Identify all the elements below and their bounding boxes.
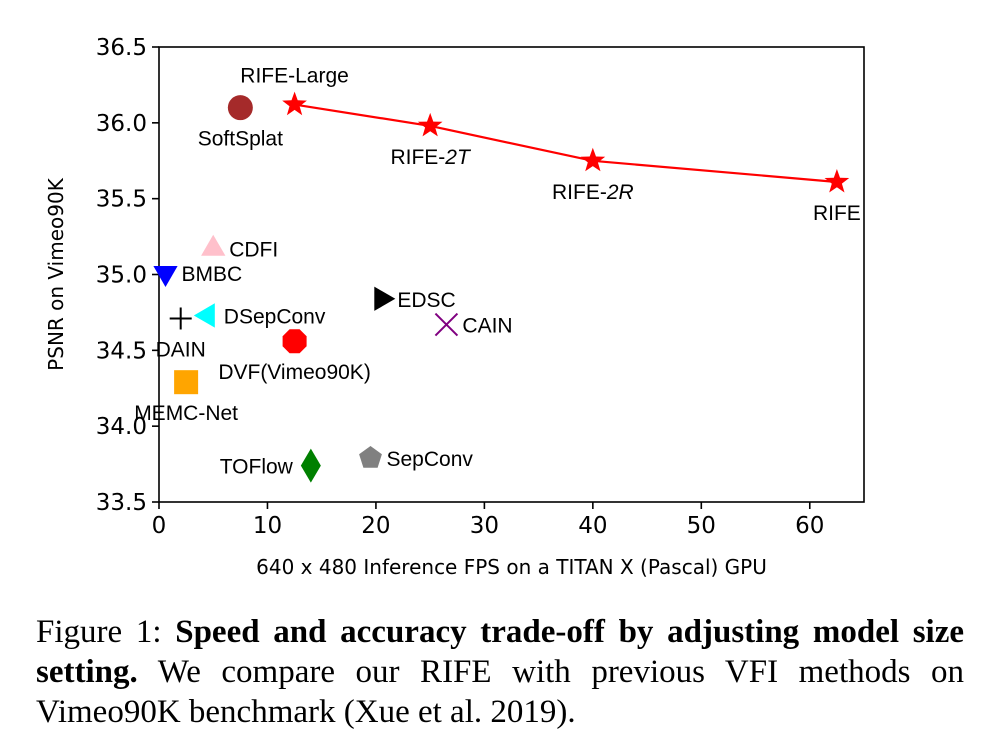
dain-label: DAIN — [156, 338, 206, 361]
softsplat-label: SoftSplat — [198, 128, 283, 151]
x-tick-label: 20 — [361, 513, 390, 539]
toflow-label: TOFlow — [220, 456, 294, 479]
rife-line — [294, 103, 837, 184]
rife-2r-label: RIFE-2R — [552, 181, 634, 204]
x-tick-label: 60 — [795, 513, 824, 539]
dsepconv-label: DSepConv — [224, 305, 326, 328]
rife-marker — [824, 169, 850, 193]
y-tick-label: 33.5 — [96, 490, 147, 516]
dain-marker — [169, 307, 192, 330]
bmbc-marker — [153, 266, 178, 287]
label-part: RIFE- — [552, 181, 607, 204]
edsc-label: EDSC — [397, 289, 455, 312]
cdfi-label: CDFI — [229, 239, 278, 262]
x-tick-label: 30 — [470, 513, 499, 539]
dvf-vimeo90k-label: DVF(Vimeo90K) — [218, 361, 371, 384]
rife-large-label: RIFE-Large — [240, 65, 349, 88]
y-tick-label: 36.0 — [96, 111, 147, 137]
y-axis-label: PSNR on Vimeo90K — [44, 177, 68, 371]
cain-label: CAIN — [462, 315, 512, 338]
cdfi-marker — [201, 234, 226, 256]
rife-2t-label: RIFE-2T — [390, 146, 472, 169]
caption-bold: Speed and accuracy trade-off by adjustin… — [36, 614, 965, 690]
rife-2r-marker — [580, 147, 606, 172]
toflow-marker — [300, 448, 321, 483]
y-tick-label: 34.0 — [96, 414, 147, 440]
y-tick-label: 36.5 — [96, 35, 147, 61]
x-tick-label: 50 — [687, 513, 716, 539]
sepconv-label: SepConv — [387, 448, 474, 471]
y-tick-label: 35.0 — [96, 263, 147, 289]
dvf-vimeo90k-marker — [282, 329, 307, 354]
caption-text: We compare our RIFE with previous VFI me… — [36, 654, 964, 730]
dsepconv-marker — [193, 303, 215, 328]
caption-prefix: Figure 1: — [36, 614, 176, 650]
softsplat-marker — [227, 95, 253, 121]
cain-marker — [434, 312, 459, 337]
figure-caption: Figure 1: Speed and accuracy trade-off b… — [36, 612, 964, 732]
label-part: 2R — [606, 181, 634, 204]
memc-net-label: MEMC-Net — [134, 402, 238, 425]
label-part: RIFE-Large — [240, 65, 349, 88]
x-tick-label: 40 — [578, 513, 607, 539]
edsc-marker — [374, 286, 396, 311]
label-part: RIFE — [813, 202, 861, 225]
rife-label: RIFE — [813, 202, 861, 225]
y-tick-label: 34.5 — [96, 338, 147, 364]
chart: 0 10 20 30 40 50 60 33.5 34.0 34.5 35.0 35.5 36.0 36.… — [44, 35, 865, 579]
label-part: RIFE- — [390, 146, 445, 169]
y-tick-label: 35.5 — [96, 187, 147, 213]
plot-area: RIFE-LargeRIFE-2TRIFE-2RRIFESoftSplatCDF… — [134, 65, 861, 483]
x-tick-label: 10 — [253, 513, 282, 539]
x-tick-label: 0 — [152, 513, 167, 539]
rife-large-marker — [282, 91, 307, 116]
label-part: 2T — [444, 146, 472, 169]
x-line-2 — [434, 312, 459, 337]
bmbc-label: BMBC — [182, 263, 243, 286]
sepconv-marker — [359, 446, 382, 468]
axes: 0 10 20 30 40 50 60 33.5 34.0 34.5 35.0 35.5 36.0 36.… — [96, 35, 865, 539]
rife-2t-marker — [417, 112, 443, 137]
memc-net-marker — [174, 370, 199, 395]
axes-frame — [158, 46, 865, 503]
x-axis-label: 640 x 480 Inference FPS on a TITAN X (Pa… — [256, 555, 767, 579]
